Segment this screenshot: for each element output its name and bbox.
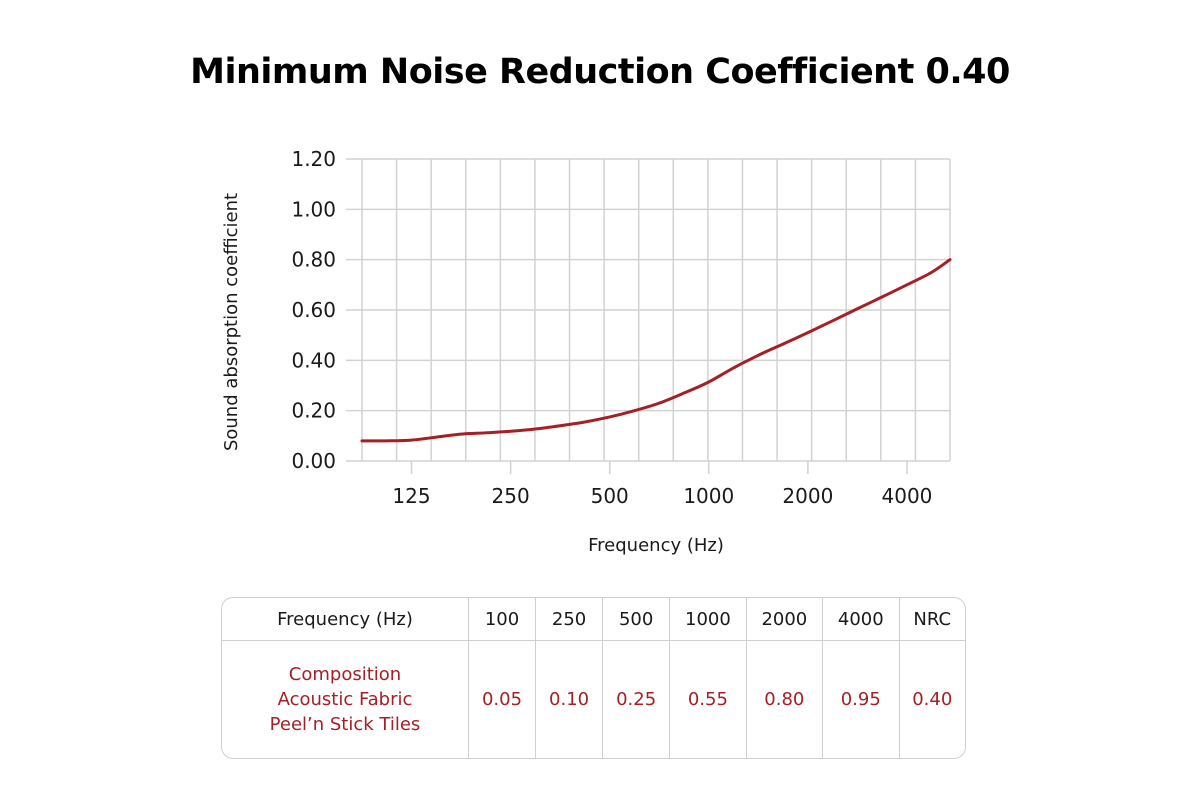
- y-tick-label: 0.20: [291, 399, 336, 423]
- grid: [346, 158, 951, 462]
- y-tick-label: 0.80: [291, 248, 336, 272]
- header-cell: Frequency (Hz): [222, 598, 469, 641]
- value-cell: 0.40: [912, 689, 953, 710]
- product-name-cell: Composition Acoustic Fabric Peel’n Stick…: [222, 641, 469, 758]
- header-cell: 2000: [746, 598, 824, 641]
- y-tick-label: 1.00: [291, 197, 336, 221]
- y-tick-label: 0.60: [291, 298, 336, 322]
- product-name-line: Composition: [288, 664, 402, 685]
- x-tick-label: 2000: [782, 484, 833, 508]
- header-cell: 4000: [823, 598, 900, 641]
- value-cell: 0.80: [747, 641, 824, 758]
- y-axis-title: Sound absorption coefficient: [221, 193, 242, 451]
- y-tick-label: 0.00: [291, 449, 336, 473]
- x-axis: 125 250 500 1000 2000 4000: [392, 461, 932, 508]
- table-row: Composition Acoustic Fabric Peel’n Stick…: [222, 641, 965, 758]
- x-axis-title: Frequency (Hz): [588, 535, 724, 556]
- y-tick-label: 0.40: [291, 348, 336, 372]
- value-cell: 0.10: [536, 641, 604, 758]
- absorption-chart: 0.00 0.20 0.40 0.60 0.80 1.00 1.20 125 250 500 10…: [221, 147, 952, 556]
- absorption-table: Frequency (Hz) 100 250 500 1000 2000 400…: [221, 597, 966, 759]
- x-tick-label: 250: [492, 484, 530, 508]
- header-cell: 100: [469, 598, 537, 641]
- chart-title: Minimum Noise Reduction Coefficient 0.40: [190, 52, 1010, 92]
- header-cell: 500: [603, 598, 671, 641]
- value-cell: 0.95: [823, 641, 900, 758]
- value-cell: 0.55: [670, 641, 747, 758]
- y-tick-label: 1.20: [291, 147, 336, 171]
- absorption-curve: [360, 258, 952, 443]
- table-header-row: Frequency (Hz) 100 250 500 1000 2000 400…: [222, 598, 965, 641]
- product-name-line: Peel’n Stick Tiles: [269, 714, 421, 735]
- x-tick-label: 4000: [882, 484, 933, 508]
- x-tick-label: 500: [591, 484, 629, 508]
- value-cell: 0.05: [469, 641, 537, 758]
- x-tick-label: 1000: [683, 484, 734, 508]
- product-name-line: Acoustic Fabric: [277, 689, 413, 710]
- value-cell: 0.25: [603, 641, 671, 758]
- x-tick-label: 125: [392, 484, 430, 508]
- header-cell: 250: [536, 598, 604, 641]
- header-cell: 1000: [670, 598, 747, 641]
- y-axis: 0.00 0.20 0.40 0.60 0.80 1.00 1.20: [291, 147, 336, 473]
- header-cell: NRC: [899, 598, 965, 641]
